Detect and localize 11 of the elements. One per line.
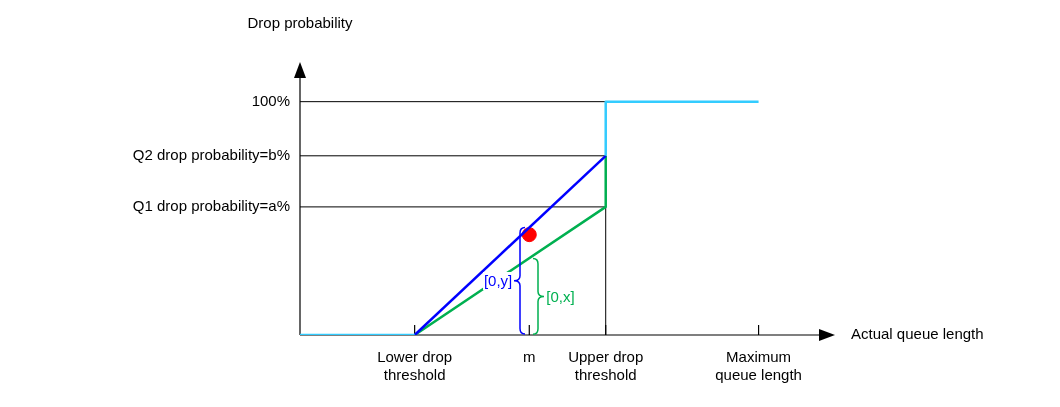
annotation: [0,x] xyxy=(545,287,576,306)
x-axis-title: Actual queue length xyxy=(851,325,984,343)
ref-line-label: Q1 drop probability=a% xyxy=(132,197,290,215)
x-tick-label: Lower drop threshold xyxy=(377,348,453,384)
x-tick-label: Maximum queue length xyxy=(715,348,802,384)
y-axis-title: Drop probability xyxy=(247,14,354,32)
ref-line-label: Q2 drop probability=b% xyxy=(132,145,290,163)
x-tick-label: Upper drop threshold xyxy=(568,348,644,384)
annotation: [0,y] xyxy=(482,272,514,291)
x-tick-label: m xyxy=(523,348,536,366)
ref-line-label: 100% xyxy=(251,91,290,109)
